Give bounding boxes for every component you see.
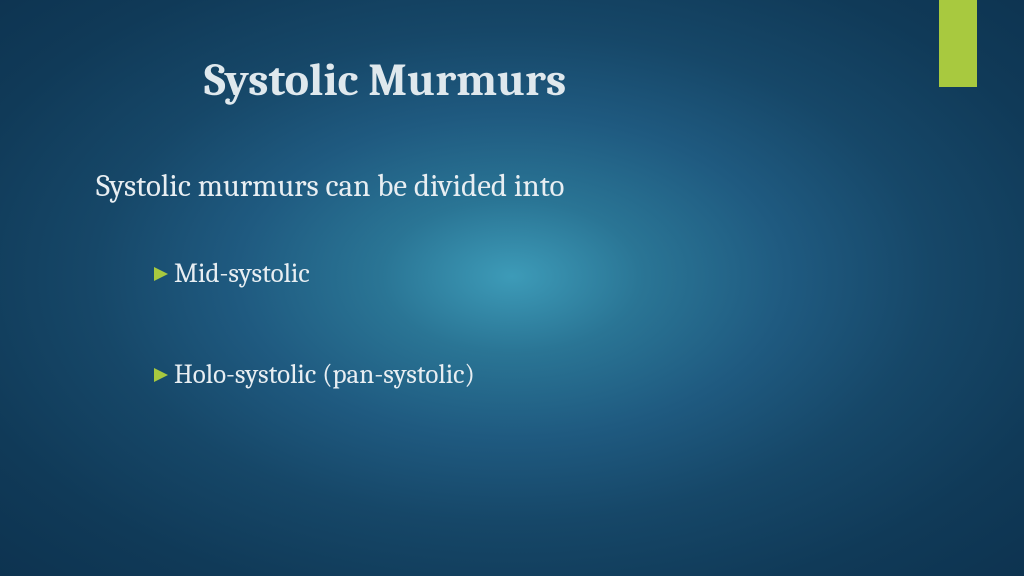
slide-title: Systolic Murmurs bbox=[204, 54, 566, 107]
slide-container: Systolic Murmurs Systolic murmurs can be… bbox=[0, 0, 1024, 576]
accent-tab bbox=[939, 0, 977, 87]
list-item: Mid-systolic bbox=[152, 258, 475, 289]
bullet-list: Mid-systolic Holo-systolic (pan-systolic… bbox=[152, 258, 475, 460]
bullet-text: Holo-systolic (pan-systolic) bbox=[174, 359, 475, 390]
slide-subtitle: Systolic murmurs can be divided into bbox=[96, 168, 564, 204]
list-item: Holo-systolic (pan-systolic) bbox=[152, 359, 475, 390]
bullet-text: Mid-systolic bbox=[174, 258, 310, 289]
triangle-bullet-icon bbox=[152, 265, 170, 283]
triangle-bullet-icon bbox=[152, 366, 170, 384]
